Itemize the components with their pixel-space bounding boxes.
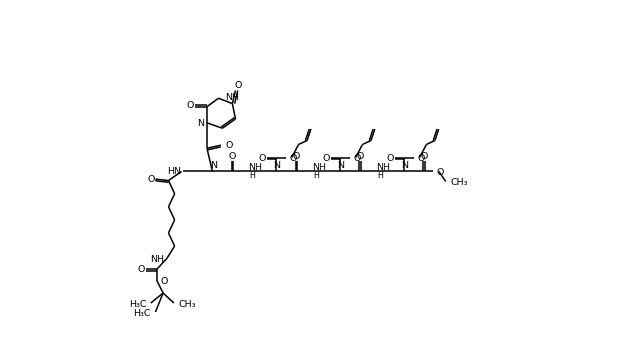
Text: NH: NH	[312, 163, 327, 172]
Text: NH: NH	[249, 163, 263, 172]
Text: CH₃: CH₃	[450, 178, 468, 187]
Text: O: O	[235, 82, 242, 90]
Text: NH: NH	[150, 255, 164, 264]
Text: H: H	[249, 171, 255, 180]
Text: CH₃: CH₃	[178, 300, 196, 309]
Text: O: O	[226, 141, 233, 150]
Text: H: H	[313, 171, 319, 180]
Text: NH: NH	[376, 163, 390, 172]
Text: O: O	[353, 154, 360, 163]
Text: N: N	[401, 161, 408, 170]
Text: O: O	[161, 277, 168, 286]
Text: N: N	[197, 119, 204, 128]
Text: O: O	[147, 175, 155, 184]
Text: H: H	[377, 171, 383, 180]
Text: H₃C: H₃C	[134, 309, 151, 318]
Text: O: O	[138, 265, 145, 274]
Text: O: O	[357, 152, 364, 161]
Text: O: O	[420, 152, 427, 161]
Text: HN: HN	[167, 167, 181, 176]
Text: O: O	[187, 102, 194, 110]
Text: O: O	[436, 168, 444, 177]
Text: O: O	[417, 154, 424, 163]
Text: N: N	[210, 161, 217, 170]
Text: H₃C: H₃C	[128, 300, 146, 309]
Text: O: O	[293, 152, 300, 161]
Text: O: O	[289, 154, 296, 163]
Text: N: N	[273, 161, 281, 170]
Text: O: O	[387, 154, 394, 163]
Text: O: O	[259, 154, 266, 163]
Text: NH: NH	[226, 93, 240, 102]
Text: O: O	[323, 154, 330, 163]
Text: N: N	[337, 161, 344, 170]
Text: O: O	[229, 152, 236, 161]
